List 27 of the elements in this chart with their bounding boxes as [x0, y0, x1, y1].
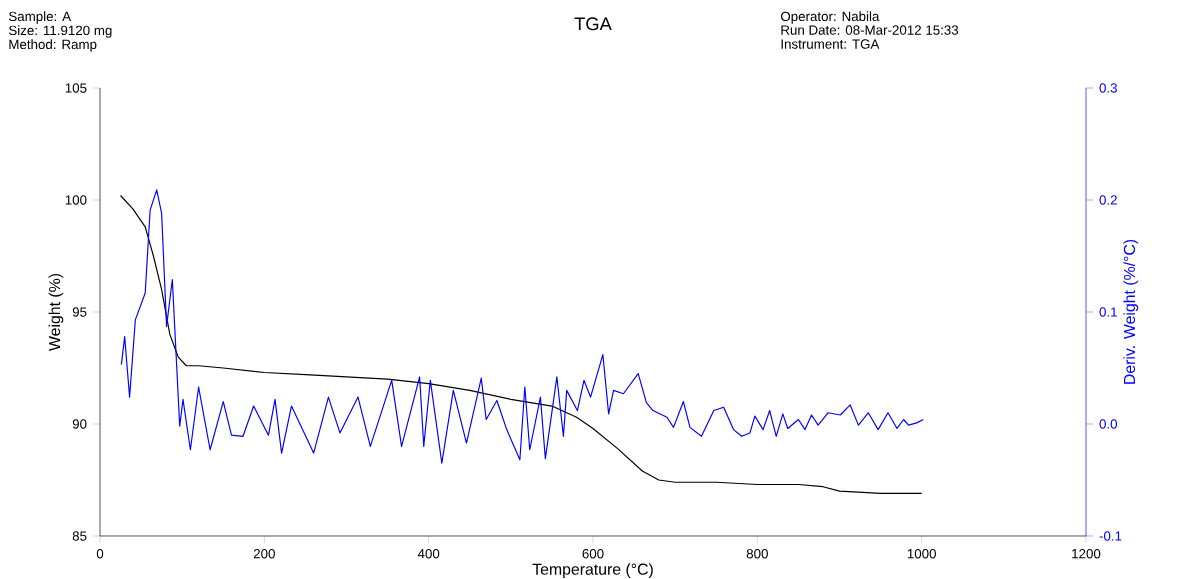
x-tick-label: 1200 — [1072, 548, 1101, 559]
text: Operator: Nabila — [780, 11, 880, 24]
y2-tick-label: -0.1 — [1099, 531, 1122, 541]
text: Sample: A — [8, 11, 72, 24]
y-tick-label: 95 — [72, 307, 87, 317]
y-tick-label: 90 — [72, 419, 87, 429]
x-tick-label: 400 — [417, 548, 440, 559]
y2-tick-label: 0.3 — [1099, 83, 1117, 93]
y-axis-title: Weight (%) — [48, 273, 64, 351]
chart-title: TGA — [574, 17, 612, 31]
y2-axis-title: Deriv. Weight (%/°C) — [1123, 239, 1139, 384]
y2-tick-label: 0.0 — [1099, 419, 1118, 429]
text: Method: Ramp — [9, 39, 97, 52]
x-tick-label: 600 — [582, 548, 604, 559]
y2-tick-label: 0.2 — [1099, 195, 1117, 205]
y-tick-label: 100 — [65, 195, 87, 205]
text: Instrument: TGA — [781, 39, 880, 49]
x-tick-label: 800 — [746, 548, 768, 559]
x-tick-label: 0 — [96, 548, 104, 559]
y2-tick-label: 0.1 — [1099, 307, 1117, 317]
x-tick-label: 1000 — [907, 548, 936, 559]
x-axis-title: Temperature (°C) — [532, 563, 653, 578]
y-tick-label: 105 — [65, 83, 87, 93]
x-tick-label: 200 — [253, 548, 275, 559]
y-tick-label: 85 — [72, 531, 87, 541]
text: Size: 11.9120 mg — [8, 25, 112, 38]
text: Run Date: 08-Mar-2012 15:33 — [781, 25, 959, 35]
